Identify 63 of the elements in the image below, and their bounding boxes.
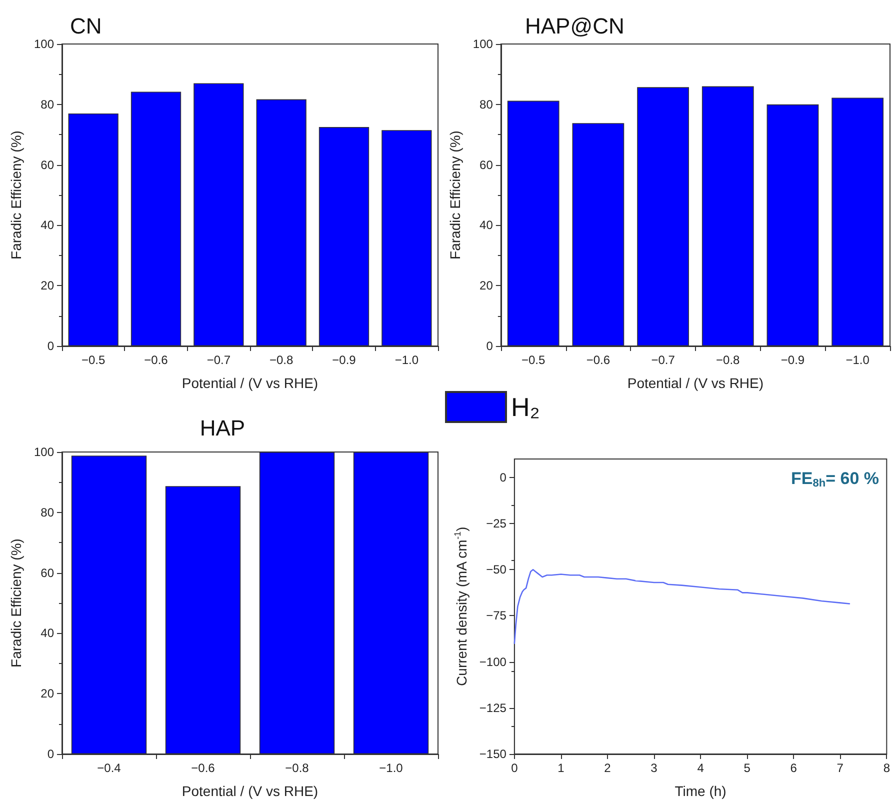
y-tick-label: 20	[480, 278, 494, 293]
y-tick-label: 0	[47, 339, 54, 353]
x-tick-label: 3	[650, 761, 658, 775]
y-tick-label: 100	[34, 445, 54, 459]
y-tick-label: 60	[40, 158, 54, 172]
x-tick-label: −0.6	[586, 353, 610, 367]
y-tick-label: 40	[40, 218, 54, 232]
y-tick-label: 60	[40, 566, 54, 580]
y-tick-label: 80	[40, 97, 54, 112]
x-tick-label: 1	[558, 761, 565, 775]
x-tick-label: −1.0	[379, 761, 404, 775]
x-tick-label: 8	[883, 761, 890, 775]
y-tick-label: −75	[486, 608, 507, 623]
x-tick-label: −1.0	[394, 353, 419, 367]
y-axis-title: Faradic Efficieny (%)	[8, 130, 24, 260]
x-tick-label: −0.8	[269, 353, 294, 367]
x-tick-label: −0.5	[521, 353, 546, 367]
y-tick-label: 20	[40, 686, 54, 701]
y-axis-title: Faradic Efficieny (%)	[8, 538, 24, 668]
x-axis-title: Potential / (V vs RHE)	[182, 783, 318, 799]
chart-title: HAP@CN	[525, 14, 624, 38]
x-axis-title: Potential / (V vs RHE)	[182, 375, 318, 391]
x-tick-label: −0.7	[206, 353, 231, 367]
y-tick-label: −50	[486, 562, 507, 577]
y-tick-label: 80	[40, 505, 54, 520]
x-tick-label: −0.6	[191, 761, 216, 775]
y-tick-label: 20	[40, 278, 54, 293]
legend-label: H₂	[511, 392, 540, 422]
y-tick-label: 40	[40, 626, 54, 640]
x-tick-label: −0.6	[144, 353, 168, 367]
x-tick-label: 0	[511, 761, 518, 775]
y-tick-label: −150	[479, 747, 507, 761]
line-series	[514, 568, 850, 644]
x-tick-label: 4	[697, 761, 704, 775]
x-axis-title: Potential / (V vs RHE)	[627, 375, 764, 391]
y-tick-label: 0	[486, 339, 494, 353]
y-tick-label: 100	[34, 37, 54, 51]
y-tick-label: −100	[479, 654, 507, 669]
x-tick-label: −0.9	[780, 353, 805, 367]
y-tick-label: 60	[480, 158, 494, 172]
x-axis-title: Time (h)	[674, 783, 726, 799]
chart-title: CN	[70, 14, 102, 38]
y-tick-label: 80	[480, 97, 494, 112]
x-tick-label: 7	[836, 761, 844, 775]
y-tick-label: −125	[479, 700, 507, 715]
x-tick-label: −0.8	[716, 353, 740, 367]
x-tick-label: −0.4	[97, 761, 122, 775]
x-tick-label: −0.7	[651, 353, 676, 367]
y-tick-label: 0	[500, 470, 507, 484]
x-tick-label: −0.8	[285, 761, 310, 775]
y-tick-label: 0	[47, 747, 54, 761]
y-axis-title: Faradic Efficieny (%)	[447, 130, 463, 260]
x-tick-label: −0.5	[81, 353, 106, 367]
x-tick-label: 5	[744, 761, 751, 775]
y-tick-label: 100	[472, 37, 494, 51]
y-tick-label: −25	[486, 516, 507, 531]
x-tick-label: 6	[790, 761, 798, 775]
chart-title: HAP	[200, 416, 246, 440]
y-axis-title: Current density (mA cm-1)	[452, 526, 470, 686]
x-tick-label: 2	[604, 761, 612, 775]
x-tick-label: −1.0	[846, 353, 870, 367]
y-tick-label: 40	[480, 218, 494, 232]
x-tick-label: −0.9	[332, 353, 356, 367]
